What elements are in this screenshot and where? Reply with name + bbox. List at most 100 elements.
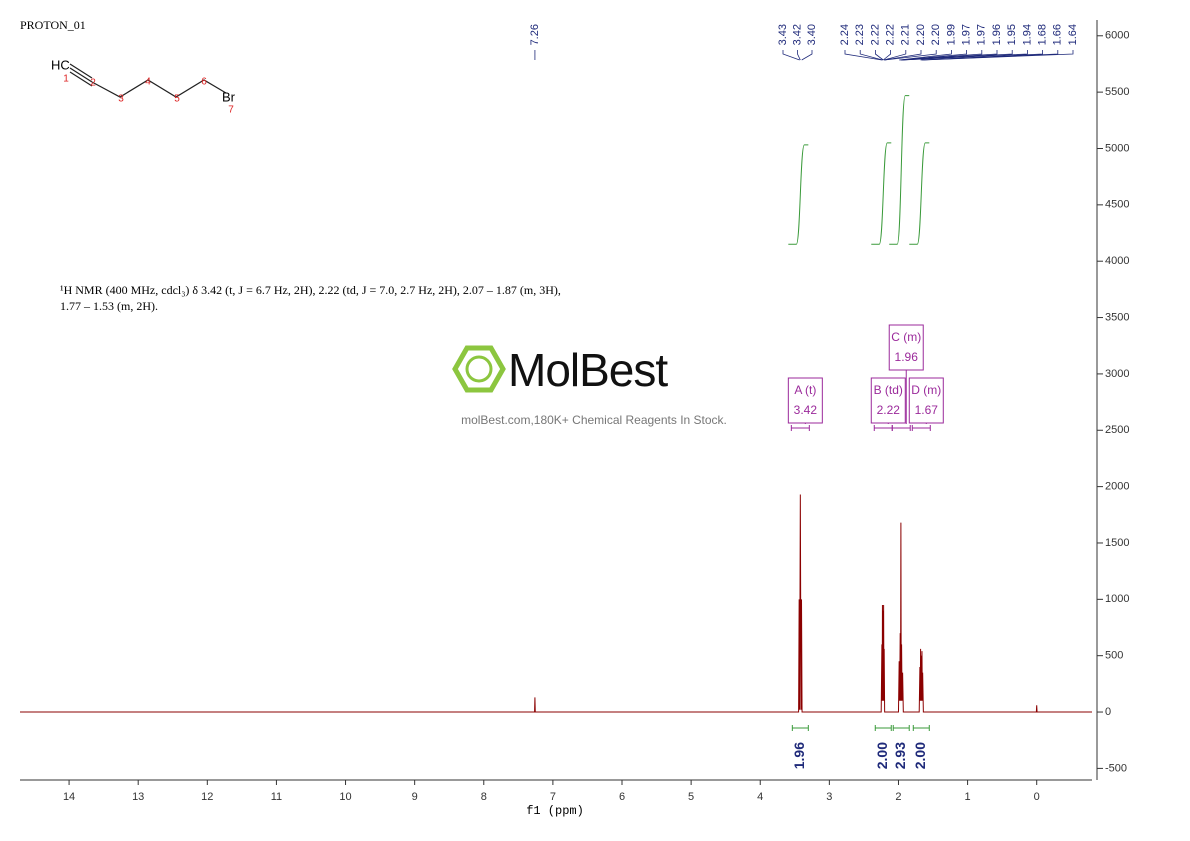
peak-label: 2.21 — [900, 24, 912, 45]
bond — [91, 79, 227, 98]
multiplet-box — [870, 377, 906, 424]
atom-number: 2 — [90, 78, 96, 89]
peak-label: 3.42 — [791, 24, 803, 45]
integral-curve — [889, 95, 910, 245]
peak-label: 1.97 — [961, 24, 973, 45]
peak-connector — [801, 50, 813, 61]
multiplet-range — [790, 425, 810, 431]
y-tick-label: 5000 — [1105, 142, 1129, 154]
integral-range — [791, 725, 809, 731]
peak-connector — [884, 50, 937, 61]
y-tick-label: 2500 — [1105, 424, 1129, 436]
multiplet-shift: 1.67 — [915, 403, 939, 417]
integral-range — [912, 725, 930, 731]
peak-connector — [884, 50, 922, 61]
integral-label: 2.00 — [874, 742, 890, 769]
spectrum-line — [20, 494, 1092, 713]
x-axis-label: f1 (ppm) — [526, 804, 584, 818]
atom-label: HC — [51, 57, 70, 72]
atom-label: Br — [222, 89, 236, 104]
peak-label: 1.68 — [1037, 24, 1049, 45]
watermark-brand: MolBest — [508, 344, 668, 396]
y-tick-label: 5500 — [1105, 86, 1129, 98]
bond — [69, 71, 93, 87]
x-tick-label: 7 — [550, 791, 556, 803]
x-tick-label: 9 — [412, 791, 418, 803]
x-tick-label: 1 — [965, 791, 971, 803]
integral-label: 2.00 — [912, 742, 928, 769]
logo — [452, 345, 506, 393]
y-tick-label: 500 — [1105, 650, 1123, 662]
x-tick-label: 5 — [688, 791, 694, 803]
multiplet-shift: 3.42 — [794, 403, 818, 417]
x-tick-label: 14 — [63, 791, 75, 803]
peak-connector — [902, 50, 1028, 61]
description-line: ¹H NMR (400 MHz, cdcl₃) δ 3.42 (t, J = 6… — [60, 283, 561, 297]
y-tick-label: 6000 — [1105, 30, 1129, 42]
y-tick-label: 3500 — [1105, 311, 1129, 323]
peak-label: 2.20 — [930, 24, 942, 45]
peak-label: 3.40 — [806, 24, 818, 45]
peak-label: 1.64 — [1067, 24, 1079, 45]
multiplet-range — [873, 425, 893, 431]
multiplet-label: D (m) — [911, 383, 941, 397]
multiplet-box — [888, 324, 924, 371]
y-tick-label: 0 — [1105, 706, 1111, 718]
integral-curve — [871, 142, 892, 245]
integral-range — [892, 725, 910, 731]
y-tick-label: 2000 — [1105, 481, 1129, 493]
peak-label: 1.95 — [1006, 24, 1018, 45]
peak-label: 7.26 — [529, 24, 541, 45]
peak-connector — [875, 50, 884, 61]
atom-number: 3 — [118, 94, 124, 105]
y-tick-label: 3000 — [1105, 368, 1129, 380]
multiplet-label: C (m) — [891, 330, 921, 344]
x-tick-label: 3 — [826, 791, 832, 803]
multiplet-box — [787, 377, 823, 424]
peak-label: 1.94 — [1021, 24, 1033, 45]
watermark-tagline: molBest.com,180K+ Chemical Reagents In S… — [461, 413, 727, 427]
peak-connector — [844, 50, 882, 61]
x-tick-label: 0 — [1034, 791, 1040, 803]
y-tick-label: 4000 — [1105, 255, 1129, 267]
peak-label: 2.23 — [854, 24, 866, 45]
multiplet-label: B (td) — [874, 383, 903, 397]
peak-label: 2.20 — [915, 24, 927, 45]
peak-connector — [883, 50, 907, 61]
peak-label: 1.66 — [1052, 24, 1064, 45]
atom-number: 5 — [174, 94, 180, 105]
structure — [69, 63, 227, 98]
integral-label: 2.93 — [892, 742, 908, 769]
atom-number: 1 — [63, 74, 69, 85]
integral-curve — [788, 144, 809, 245]
x-tick-label: 8 — [481, 791, 487, 803]
peak-label: 3.43 — [777, 24, 789, 45]
multiplet-range — [911, 425, 931, 431]
integral-curve — [909, 142, 930, 245]
x-tick-label: 6 — [619, 791, 625, 803]
x-tick-label: 10 — [339, 791, 351, 803]
description-line: 1.77 – 1.53 (m, 2H). — [60, 299, 158, 313]
atom-number: 7 — [228, 105, 234, 116]
peak-connector — [797, 50, 801, 61]
bond — [69, 63, 93, 79]
atom-number: 6 — [201, 77, 207, 88]
peak-connector — [859, 50, 883, 61]
x-tick-label: 11 — [271, 791, 282, 803]
peak-label: 2.22 — [885, 24, 897, 45]
peak-connector — [923, 50, 1074, 61]
multiplet-label: A (t) — [794, 383, 816, 397]
integral-label: 1.96 — [791, 742, 807, 769]
peak-label: 2.22 — [869, 24, 881, 45]
peak-label: 1.99 — [945, 24, 957, 45]
peak-label: 1.96 — [991, 24, 1003, 45]
peak-label: 2.24 — [839, 24, 851, 45]
y-tick-label: -500 — [1105, 762, 1127, 774]
chart-title: PROTON_01 — [20, 18, 86, 32]
peak-connector — [782, 50, 800, 61]
x-tick-label: 13 — [132, 791, 144, 803]
multiplet-shift: 1.96 — [895, 350, 919, 364]
peak-label: 1.97 — [976, 24, 988, 45]
y-tick-label: 1000 — [1105, 593, 1129, 605]
